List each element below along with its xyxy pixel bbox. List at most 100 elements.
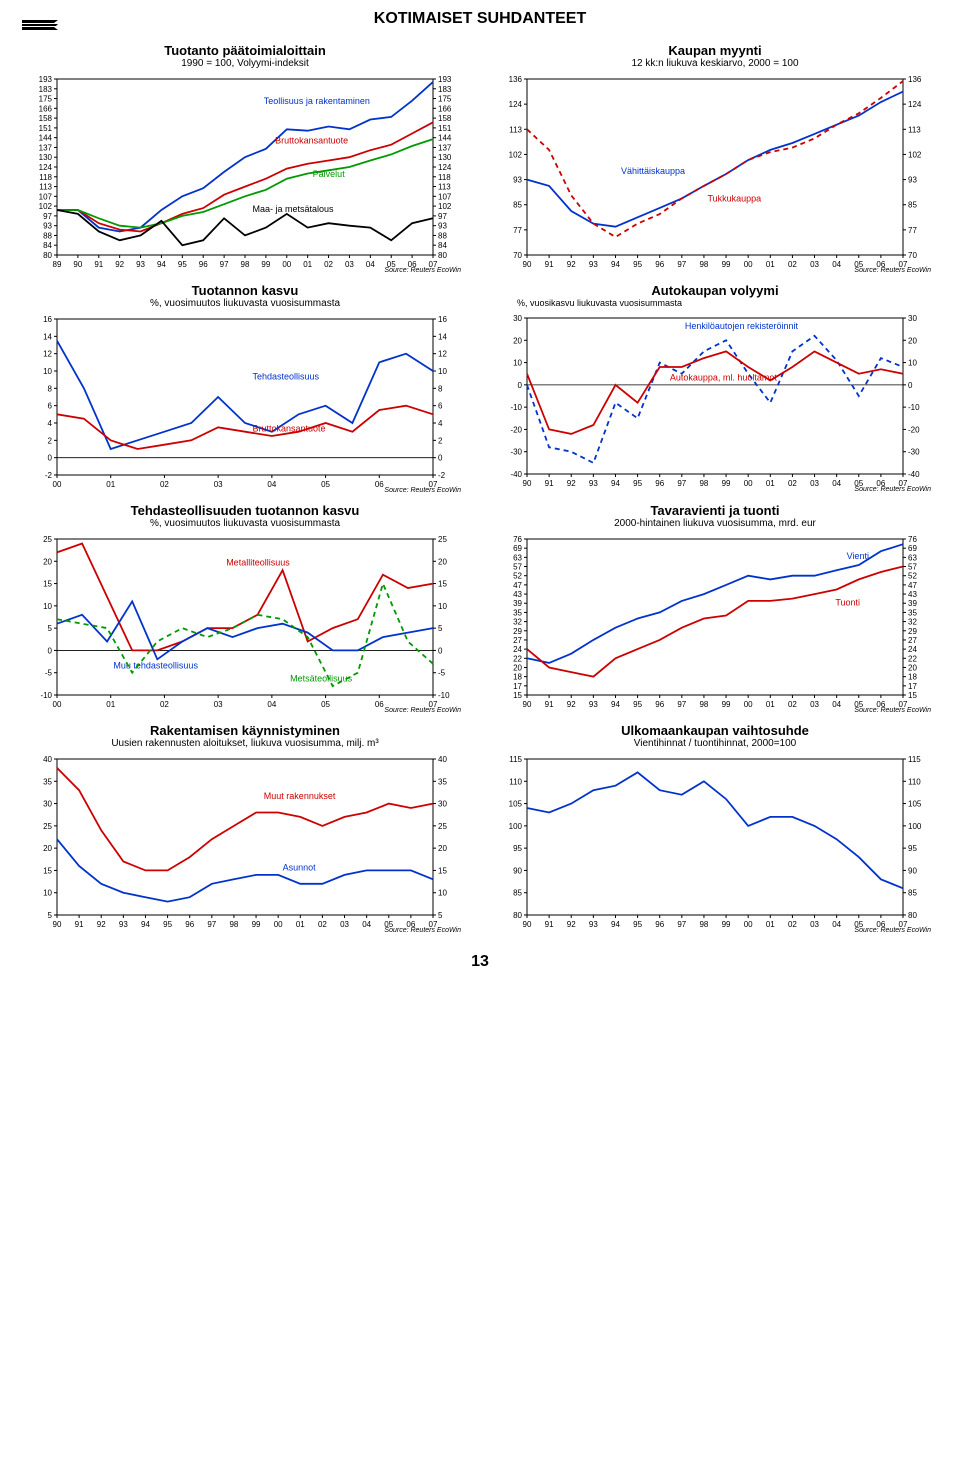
svg-text:Source: Reuters EcoWin: Source: Reuters EcoWin [854, 707, 931, 713]
svg-text:91: 91 [545, 260, 554, 269]
svg-text:175: 175 [39, 95, 53, 104]
svg-text:00: 00 [274, 920, 283, 929]
svg-text:52: 52 [908, 572, 917, 581]
svg-text:96: 96 [655, 479, 664, 488]
svg-text:97: 97 [43, 212, 52, 221]
svg-text:80: 80 [43, 251, 52, 260]
svg-text:100: 100 [509, 822, 523, 831]
svg-text:03: 03 [214, 700, 223, 709]
svg-text:-10: -10 [908, 403, 920, 412]
svg-text:03: 03 [214, 480, 223, 489]
svg-text:98: 98 [699, 700, 708, 709]
svg-text:84: 84 [438, 241, 447, 250]
svg-text:113: 113 [908, 125, 921, 134]
svg-text:-40: -40 [908, 470, 920, 479]
series-label: Tukkukauppa [707, 194, 761, 204]
chart-panel-vaihtosuhde: Ulkomaankaupan vaihtosuhde Vientihinnat … [485, 723, 945, 933]
svg-text:193: 193 [438, 75, 452, 84]
svg-text:158: 158 [39, 114, 53, 123]
svg-text:25: 25 [438, 535, 447, 544]
svg-text:95: 95 [513, 844, 522, 853]
svg-text:175: 175 [438, 95, 452, 104]
series-label: Metsäteollisuus [290, 674, 353, 684]
svg-text:97: 97 [438, 212, 447, 221]
svg-text:130: 130 [438, 153, 452, 162]
svg-text:24: 24 [513, 645, 522, 654]
svg-text:20: 20 [513, 663, 522, 672]
svg-text:5: 5 [48, 624, 53, 633]
svg-text:136: 136 [509, 75, 523, 84]
series-label: Tuonti [835, 598, 860, 608]
series-label: Bruttokansantuote [275, 135, 348, 145]
svg-text:92: 92 [567, 479, 576, 488]
svg-text:39: 39 [513, 599, 522, 608]
svg-text:97: 97 [677, 479, 686, 488]
svg-text:90: 90 [523, 920, 532, 929]
svg-text:95: 95 [163, 920, 172, 929]
svg-text:97: 97 [677, 260, 686, 269]
svg-text:10: 10 [438, 367, 447, 376]
svg-text:0: 0 [438, 454, 443, 463]
svg-text:80: 80 [513, 911, 522, 920]
svg-text:90: 90 [523, 700, 532, 709]
svg-text:90: 90 [523, 479, 532, 488]
chart-subtitle: %, vuosikasvu liukuvasta vuosisummasta [517, 298, 682, 308]
svg-text:00: 00 [53, 480, 62, 489]
svg-text:35: 35 [908, 608, 917, 617]
svg-text:04: 04 [832, 479, 841, 488]
chart-panel-autokaupan: Autokaupan volyymi %, vuosikasvu liukuva… [485, 283, 945, 493]
svg-text:04: 04 [832, 260, 841, 269]
svg-text:02: 02 [318, 920, 327, 929]
svg-text:85: 85 [908, 889, 917, 898]
svg-text:89: 89 [53, 260, 62, 269]
series-label: Palvelut [313, 169, 346, 179]
svg-text:0: 0 [518, 381, 523, 390]
svg-text:193: 193 [39, 75, 53, 84]
svg-text:151: 151 [39, 124, 53, 133]
svg-text:97: 97 [207, 920, 216, 929]
svg-text:00: 00 [744, 479, 753, 488]
svg-text:95: 95 [633, 700, 642, 709]
svg-text:47: 47 [908, 581, 917, 590]
svg-text:93: 93 [438, 222, 447, 231]
chart-tavaravienti: 1515171718182020222224242727292932323535… [495, 533, 935, 713]
svg-text:20: 20 [438, 557, 447, 566]
chart-subtitle: 2000-hintainen liukuva vuosisumma, mrd. … [614, 518, 816, 529]
svg-text:94: 94 [611, 700, 620, 709]
chart-kaupan: 7070777785859393102102113113124124136136… [495, 73, 935, 273]
series-line [57, 122, 433, 231]
svg-text:4: 4 [438, 419, 443, 428]
svg-text:98: 98 [241, 260, 250, 269]
svg-text:102: 102 [908, 150, 922, 159]
svg-text:92: 92 [97, 920, 106, 929]
svg-text:115: 115 [509, 755, 522, 764]
svg-text:99: 99 [722, 479, 731, 488]
svg-text:99: 99 [722, 700, 731, 709]
chart-rakentamisen: 5510101515202025253030353540409091929394… [25, 753, 465, 933]
series-label: Metalliteollisuus [226, 558, 290, 568]
svg-text:03: 03 [810, 920, 819, 929]
series-line [527, 92, 903, 227]
svg-text:01: 01 [766, 920, 775, 929]
svg-text:97: 97 [677, 920, 686, 929]
svg-text:06: 06 [375, 480, 384, 489]
svg-text:-10: -10 [438, 691, 450, 700]
svg-text:29: 29 [513, 627, 522, 636]
svg-text:00: 00 [53, 700, 62, 709]
svg-text:97: 97 [677, 700, 686, 709]
svg-text:29: 29 [908, 627, 917, 636]
series-label: Bruttokansantuote [253, 424, 326, 434]
svg-text:80: 80 [438, 251, 447, 260]
svg-text:43: 43 [513, 590, 522, 599]
series-label: Muu tehdasteollisuus [113, 660, 198, 670]
svg-text:90: 90 [523, 260, 532, 269]
svg-text:96: 96 [655, 700, 664, 709]
svg-text:-20: -20 [510, 425, 522, 434]
charts-grid: Tuotanto päätoimialoittain 1990 = 100, V… [0, 43, 960, 933]
svg-text:124: 124 [509, 100, 523, 109]
svg-text:92: 92 [115, 260, 124, 269]
svg-text:20: 20 [513, 336, 522, 345]
svg-text:130: 130 [39, 153, 53, 162]
series-line [57, 82, 433, 232]
svg-text:136: 136 [908, 75, 922, 84]
